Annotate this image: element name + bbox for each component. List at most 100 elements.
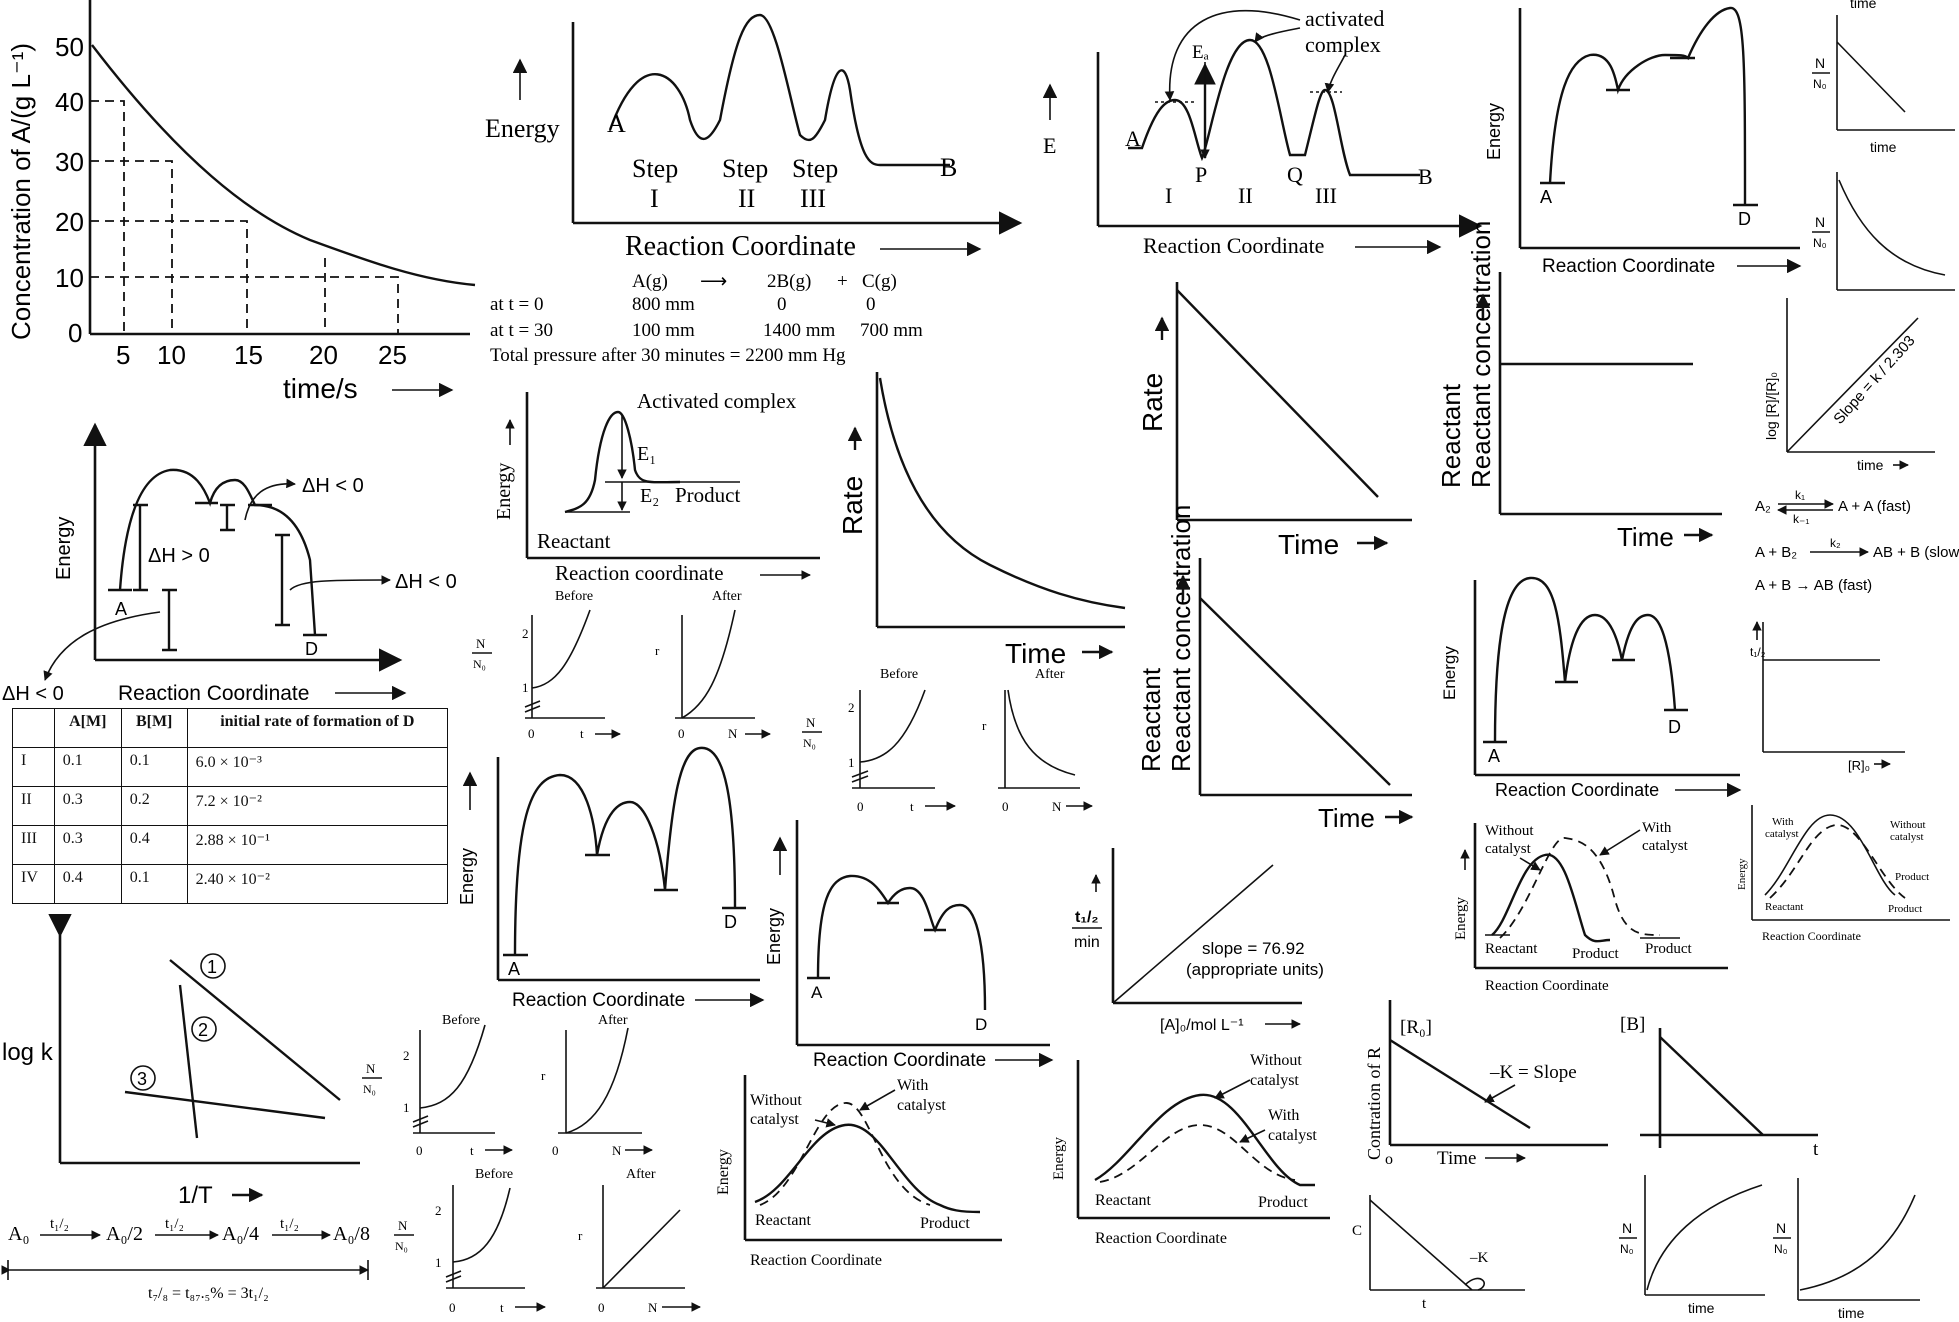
row0-c: 0: [866, 294, 876, 315]
ba4-tick-2: 2: [435, 1203, 442, 1218]
m3-text: A + B → AB (fast): [1755, 577, 1872, 594]
c1-ylabel: Energy: [715, 1149, 732, 1195]
row0-label: at t = 0: [490, 294, 543, 315]
hll-xlabel: [A]₀/mol L⁻¹: [1160, 1017, 1244, 1034]
energy-ad-right: Energy A D Reaction Coordinate: [1440, 576, 1742, 800]
cell-rate: 7.2 × 10⁻²: [186, 786, 449, 826]
dh-ylabel: Energy: [53, 517, 75, 580]
c3-product2: Product: [1645, 941, 1692, 957]
c3-xlabel: Reaction Coordinate: [1485, 978, 1609, 994]
rate-linear-graph: Rate Time: [1137, 282, 1412, 560]
arr-line-2: 2: [198, 1020, 208, 1040]
c1-xlabel: Reaction Coordinate: [750, 1252, 882, 1269]
th-a: A[M]: [53, 708, 122, 748]
dh-label-4: ΔH < 0: [2, 683, 64, 705]
conc-linear-graph: Reactant Reactant concentration Time: [1136, 505, 1414, 833]
ct-c: C: [1352, 1223, 1362, 1239]
rd-ylabel: Rate: [837, 476, 868, 535]
c2-product: Product: [1258, 1194, 1308, 1211]
ba1-n: N: [476, 636, 486, 651]
lr-xlabel: time: [1857, 457, 1884, 473]
before-after-1: Before 2 1 0 N N₀ t After r 0 N: [472, 589, 771, 741]
before-after-2: Before 2 1 0 N N₀ t After r 0 N: [802, 667, 1093, 814]
start-a: A: [607, 109, 626, 138]
tick-y-30: 30: [55, 147, 84, 177]
eal-xlabel: Reaction Coordinate: [813, 1050, 986, 1071]
rx-a: A(g): [632, 271, 668, 292]
ba2-after: After: [1035, 667, 1065, 682]
energy-label: Energy: [485, 114, 560, 143]
rate-decay-graph: Rate Time: [837, 372, 1126, 669]
nr2-n0: N₀: [1774, 1242, 1788, 1256]
zero-order-r-graph: Contration of R [R₀] –K = Slope Time o: [1364, 1000, 1608, 1169]
ba3-t: t: [470, 1143, 474, 1158]
dh-label-3: ΔH < 0: [395, 571, 457, 593]
cell-a: 0.1: [53, 747, 122, 787]
cell-a: 0.4: [53, 864, 122, 904]
arr-line-1: 1: [207, 957, 217, 977]
ear-xlabel: Reaction Coordinate: [1495, 780, 1659, 800]
step-2-word: Step: [722, 154, 768, 183]
c3-reactant: Reactant: [1485, 941, 1538, 957]
table-row: III 0.3 0.4 2.88 × 10⁻¹: [12, 825, 449, 865]
hl-ylabel: t₁/₂: [1750, 645, 1766, 659]
cl-ylabel: Reactant concentration: [1166, 505, 1196, 772]
conc-xlabel: time/s: [283, 373, 358, 404]
th-b: B[M]: [120, 708, 188, 748]
arr-ylabel: log k: [2, 1039, 54, 1066]
mechanism: A₂ k₁ k₋₁ A + A (fast) A + B₂ k₂ AB + B …: [1755, 488, 1959, 594]
dh-a: A: [115, 599, 127, 619]
rx-c: C(g): [862, 271, 897, 292]
zr-xlabel: Time: [1437, 1148, 1476, 1169]
cell-b: 0.4: [120, 825, 188, 865]
chain-arrow-3: t₁/₂: [280, 1216, 299, 1232]
ear-a: A: [1488, 746, 1500, 766]
c2-with-2: catalyst: [1268, 1127, 1317, 1144]
catalyst-diagram-1: Without catalyst With catalyst Energy Re…: [715, 1075, 1002, 1269]
e12-annot: Activated complex: [637, 389, 797, 413]
eal-d: D: [975, 1015, 987, 1034]
c2-without-1: Without: [1250, 1052, 1302, 1069]
n-decay-graph: N N₀: [1812, 172, 1955, 291]
nd-n0: N₀: [1813, 236, 1827, 250]
row0-b: 0: [777, 294, 787, 315]
zr-slope: –K = Slope: [1489, 1062, 1577, 1083]
ba1-tick0-b: 0: [678, 726, 685, 741]
tick-y-50: 50: [55, 32, 84, 62]
e12-e1: E₁: [637, 443, 656, 465]
energy-ad-mid: Energy A D Reaction Coordinate: [457, 746, 765, 1011]
cell-b: 0.1: [120, 747, 188, 787]
tick-x-10: 10: [157, 340, 186, 370]
tick-y-20: 20: [55, 207, 84, 237]
catalyst-diagram-3: Without catalyst With catalyst Energy Re…: [1453, 820, 1728, 994]
table-row: IV 0.4 0.1 2.40 × 10⁻²: [12, 864, 449, 904]
pq-step-1: I: [1165, 183, 1172, 208]
conc-decay-graph: Concentration of A/(g L⁻¹) 50 40 30 20 1…: [6, 0, 476, 404]
before-after-3: Before 2 1 0 N N₀ t After r 0 N After: [362, 1013, 656, 1182]
c2-without-2: catalyst: [1250, 1072, 1299, 1089]
rate-data-table: A[M] B[M] initial rate of formation of D…: [12, 708, 449, 904]
ba3-tick-2: 2: [403, 1048, 410, 1063]
ba2-n: N: [806, 715, 816, 730]
ba4-tick-0: 0: [449, 1300, 456, 1315]
dh-label-1: ΔH < 0: [302, 475, 364, 497]
th-blank: [12, 708, 55, 748]
energy-ad-top: Energy A D Reaction Coordinate: [1484, 6, 1802, 277]
ct-k: –K: [1469, 1250, 1489, 1266]
ba4-n0: N₀: [395, 1239, 408, 1253]
cell-rate: 2.88 × 10⁻¹: [186, 825, 449, 865]
ba1-before: Before: [555, 589, 593, 604]
cell-exp: III: [12, 825, 55, 865]
rx-arrow: ⟶: [700, 271, 727, 292]
energy-ad-low: Energy A D Reaction Coordinate: [764, 820, 1054, 1071]
eadt-d: D: [1738, 209, 1751, 229]
c4-without-1: Without: [1890, 819, 1926, 831]
c1-with-1: With: [897, 1077, 928, 1094]
cell-exp: I: [12, 747, 55, 787]
ba3-after-2: After: [626, 1167, 656, 1182]
chain-arrow-2: t₁/₂: [165, 1216, 184, 1232]
ba2-before: Before: [880, 667, 918, 682]
zr-ylabel: Contration of R: [1364, 1047, 1384, 1160]
c1-with-2: catalyst: [897, 1097, 946, 1114]
c4-with-2: catalyst: [1765, 828, 1799, 840]
